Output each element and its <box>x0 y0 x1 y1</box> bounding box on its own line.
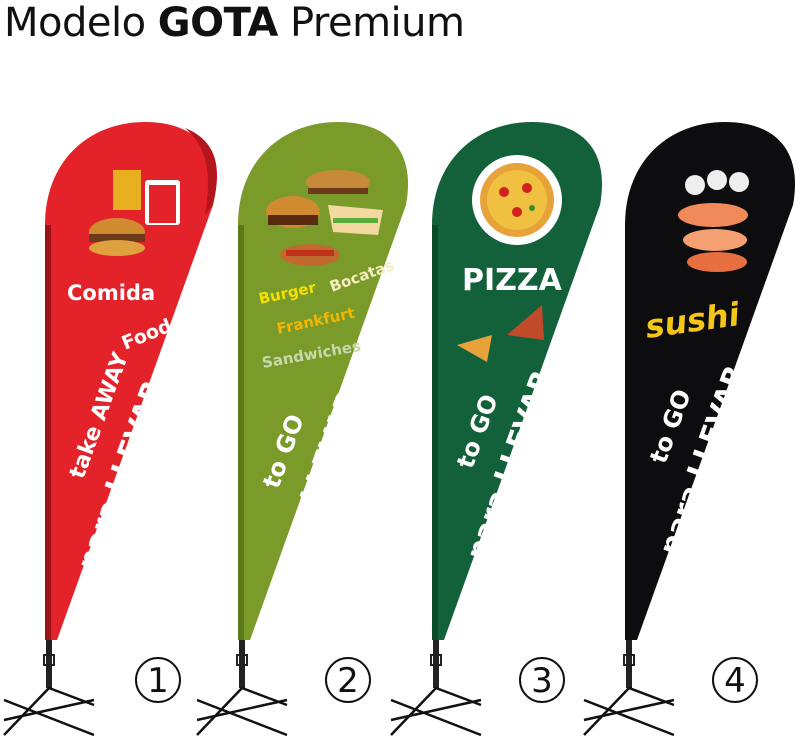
flag-body <box>625 122 796 640</box>
flag-base <box>582 638 676 737</box>
flag-number: 3 <box>531 661 553 701</box>
flag-number: 2 <box>337 661 359 701</box>
fast-food-icon <box>89 170 180 256</box>
sushi-icon <box>678 170 749 272</box>
title-prefix: Modelo <box>4 0 146 46</box>
flag-body <box>238 122 409 640</box>
flag-number: 4 <box>724 661 746 701</box>
burger-sandwich-icon <box>266 170 383 266</box>
flag-3: PIZZA to GO para LLEVAR 3 <box>389 122 603 737</box>
flag-4: sushi to GO para LLEVAR 4 <box>582 122 796 737</box>
flag-number: 1 <box>147 661 169 701</box>
flag-base <box>2 638 96 737</box>
flag-text: Comida <box>67 281 155 305</box>
flag-base <box>389 638 483 737</box>
title-suffix: Premium <box>290 0 465 46</box>
flag-1: Comida Food take AWAY para LLEVAR 1 <box>2 122 218 737</box>
flag-base <box>195 638 289 737</box>
flag-text: PIZZA <box>462 263 563 298</box>
pizza-icon <box>457 155 562 362</box>
title-bold: GOTA <box>157 0 278 46</box>
flag-2: Burger Bocatas Frankfurt Sandwiches to G… <box>195 122 409 737</box>
page-title: Modelo GOTA Premium <box>4 0 465 46</box>
